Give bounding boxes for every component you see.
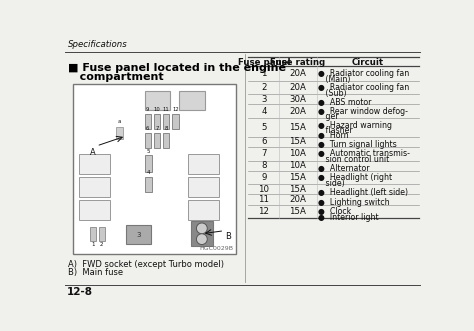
- Text: 9: 9: [146, 107, 149, 112]
- Text: 8: 8: [164, 126, 168, 131]
- Text: 20A: 20A: [290, 83, 306, 92]
- Text: 7: 7: [155, 126, 159, 131]
- Text: 11: 11: [163, 107, 170, 112]
- Text: 10A: 10A: [290, 149, 306, 158]
- Text: ■ Fuse panel located in the engine: ■ Fuse panel located in the engine: [68, 63, 286, 73]
- Text: 12: 12: [258, 207, 269, 216]
- Bar: [145, 114, 151, 129]
- Bar: [80, 154, 110, 174]
- Text: flasher: flasher: [318, 126, 353, 135]
- Text: 15A: 15A: [290, 123, 306, 132]
- Bar: [191, 221, 213, 246]
- Text: ●  Turn signal lights: ● Turn signal lights: [318, 140, 397, 149]
- Text: 5: 5: [146, 149, 150, 154]
- Bar: [145, 155, 152, 172]
- Bar: [145, 91, 170, 110]
- Text: ●  Radiator cooling fan: ● Radiator cooling fan: [318, 70, 410, 78]
- Text: 1: 1: [261, 69, 266, 78]
- Text: B: B: [225, 232, 231, 241]
- Text: B)  Main fuse: B) Main fuse: [68, 268, 123, 277]
- Text: sion control unit: sion control unit: [318, 155, 389, 164]
- Bar: [80, 177, 110, 197]
- Text: 1: 1: [91, 242, 95, 247]
- Text: 3: 3: [136, 231, 141, 238]
- Text: 2: 2: [100, 242, 104, 247]
- Text: ●  Automatic transmis-: ● Automatic transmis-: [318, 149, 410, 159]
- Text: 10A: 10A: [290, 161, 306, 170]
- Text: 20A: 20A: [290, 195, 306, 204]
- Circle shape: [196, 223, 207, 234]
- Text: Circuit: Circuit: [352, 58, 384, 67]
- Text: 5: 5: [261, 123, 266, 132]
- Bar: [163, 133, 169, 148]
- Text: 30A: 30A: [290, 95, 306, 104]
- Text: 7: 7: [261, 149, 266, 158]
- Text: 3: 3: [261, 95, 266, 104]
- Text: ●  Headlight (right: ● Headlight (right: [318, 173, 392, 182]
- Text: (Main): (Main): [318, 75, 350, 84]
- Text: A)  FWD socket (except Turbo model): A) FWD socket (except Turbo model): [68, 260, 224, 269]
- Text: ●  ABS motor: ● ABS motor: [318, 98, 372, 107]
- Text: 4: 4: [261, 107, 266, 116]
- Text: 20A: 20A: [290, 69, 306, 78]
- Text: (Sub): (Sub): [318, 89, 346, 98]
- Text: ●  Hazard warning: ● Hazard warning: [318, 120, 392, 129]
- Text: 6: 6: [146, 126, 149, 131]
- Text: 8: 8: [261, 161, 266, 170]
- Text: 12-8: 12-8: [67, 287, 93, 297]
- Bar: [80, 200, 110, 220]
- Text: side): side): [318, 179, 345, 188]
- Bar: [145, 177, 152, 192]
- Bar: [154, 114, 160, 129]
- Text: 2: 2: [261, 83, 266, 92]
- Text: ●  Radiator cooling fan: ● Radiator cooling fan: [318, 83, 410, 92]
- Text: Specifications: Specifications: [68, 40, 128, 49]
- Bar: [188, 154, 219, 174]
- Text: ●  Alternator: ● Alternator: [318, 164, 370, 173]
- Text: 15A: 15A: [290, 173, 306, 182]
- Text: 15A: 15A: [290, 207, 306, 216]
- Bar: [179, 91, 205, 110]
- Bar: [188, 200, 219, 220]
- Text: 15A: 15A: [290, 137, 306, 146]
- Text: 4: 4: [146, 170, 150, 175]
- Text: ●  Lighting switch: ● Lighting switch: [318, 198, 390, 207]
- Bar: [73, 84, 236, 254]
- Text: a: a: [117, 118, 120, 124]
- Text: ●  Horn: ● Horn: [318, 131, 349, 140]
- Text: 12: 12: [172, 107, 179, 112]
- Text: HGC0029B: HGC0029B: [200, 247, 234, 252]
- Bar: [116, 127, 123, 139]
- Text: ger: ger: [318, 113, 338, 121]
- Bar: [90, 227, 96, 241]
- Text: 15A: 15A: [290, 185, 306, 194]
- Text: 10: 10: [154, 107, 160, 112]
- Bar: [99, 227, 105, 241]
- Text: Fuse rating: Fuse rating: [270, 58, 326, 67]
- Text: ●  Rear window defog-: ● Rear window defog-: [318, 107, 408, 116]
- Bar: [145, 133, 151, 148]
- Circle shape: [196, 234, 207, 245]
- Text: 11: 11: [258, 195, 269, 204]
- Text: 6: 6: [261, 137, 266, 146]
- Text: 9: 9: [261, 173, 266, 182]
- Text: 10: 10: [258, 185, 269, 194]
- Bar: [173, 114, 179, 129]
- Text: ●  Clock: ● Clock: [318, 207, 351, 216]
- Bar: [188, 177, 219, 197]
- Bar: [163, 114, 169, 129]
- Text: A: A: [90, 148, 96, 157]
- Bar: [126, 224, 151, 244]
- Text: ●  Headlight (left side): ● Headlight (left side): [318, 188, 408, 197]
- Text: compartment: compartment: [68, 72, 164, 82]
- Text: 20A: 20A: [290, 107, 306, 116]
- Text: Fuse panel: Fuse panel: [237, 58, 290, 67]
- Text: ●  Interior light: ● Interior light: [318, 213, 379, 221]
- Bar: [154, 133, 160, 148]
